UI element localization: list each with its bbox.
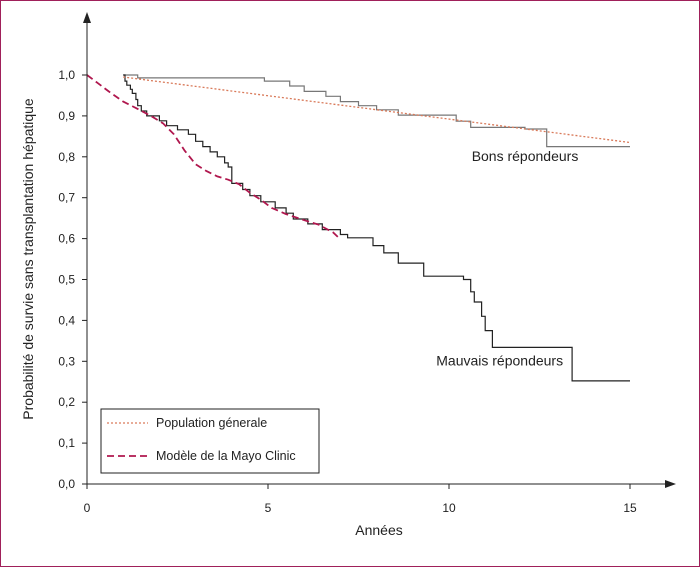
y-tick-label: 0,9 [58,109,75,123]
series-annotation: Bons répondeurs [472,148,579,164]
x-tick-label: 0 [84,501,91,515]
y-tick-label: 0,1 [58,436,75,450]
series-line-2 [123,74,630,382]
y-tick-label: 0,3 [58,354,75,368]
legend: Population génerale Modèle de la Mayo Cli… [100,408,320,474]
y-tick-label: 0,2 [58,395,75,409]
y-tick-label: 0,0 [58,477,75,491]
x-tick-label: 15 [623,501,637,515]
ticks-layer: 0,0 0,1 0,2 0,3 0,4 0,5 0,6 0,7 0,8 0,9 1,0 0 5 10 15 [58,68,637,515]
y-tick-label: 0,6 [58,232,75,246]
legend-box [100,408,320,474]
y-axis-arrow [83,12,91,23]
axes-layer [83,12,676,488]
series-layer [86,74,631,382]
legend-label: Modèle de la Mayo Clinic [156,449,296,463]
y-tick-label: 0,7 [58,191,75,205]
series-line-3 [123,76,631,144]
series-line-4 [86,74,342,241]
y-tick-label: 0,4 [58,313,75,327]
x-tick-label: 10 [442,501,456,515]
annotation-layer: Bons répondeurs Mauvais répondeurs [436,148,578,369]
y-axis-label: Probabilité de survie sans transplantati… [20,98,36,420]
series-annotation: Mauvais répondeurs [436,352,563,368]
y-tick-label: 0,5 [58,273,75,287]
series-line-1 [123,74,630,148]
x-axis-label: Années [355,522,402,538]
y-tick-label: 1,0 [58,68,75,82]
x-tick-label: 5 [265,501,272,515]
x-axis-arrow [665,480,676,488]
y-tick-label: 0,8 [58,150,75,164]
legend-label: Population génerale [156,416,267,430]
